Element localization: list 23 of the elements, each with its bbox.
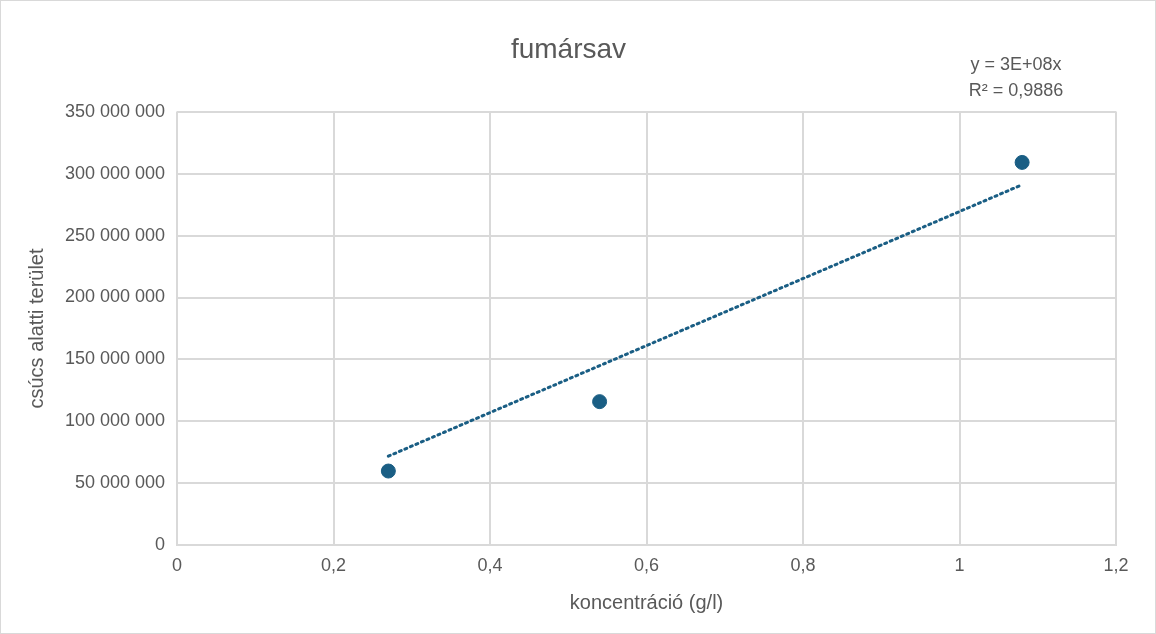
text: R² = 0,9886 [968,79,1064,100]
text: y = 3E+08x [970,53,1062,74]
y-tick-label: 0 [155,534,166,555]
x-tick-label: 0 [172,555,183,576]
y-axis-title: csúcs alatti terület [24,248,47,409]
y-tick-label: 250 000 000 [64,224,166,245]
point [592,394,608,410]
y-tick-label: 300 000 000 [64,162,166,183]
x-tick-label: 0,4 [477,555,503,576]
chart-title: fumársav [510,32,627,64]
x-tick-label: 0,8 [790,555,816,576]
x-tick-label: 0,2 [321,555,347,576]
y-tick-label: 200 000 000 [64,286,166,307]
x-axis-title: koncentráció (g/l) [569,590,724,613]
point [380,463,396,479]
x-tick-label: 0,6 [634,555,660,576]
y-tick-label: 50 000 000 [75,472,166,493]
x-tick-label: 1,2 [1103,555,1129,576]
y-tick-label: 150 000 000 [64,348,166,369]
y-tick-label: 100 000 000 [64,410,166,431]
x-tick-label: 1 [954,555,965,576]
point [1014,154,1030,170]
y-tick-label: 350 000 000 [64,100,166,121]
